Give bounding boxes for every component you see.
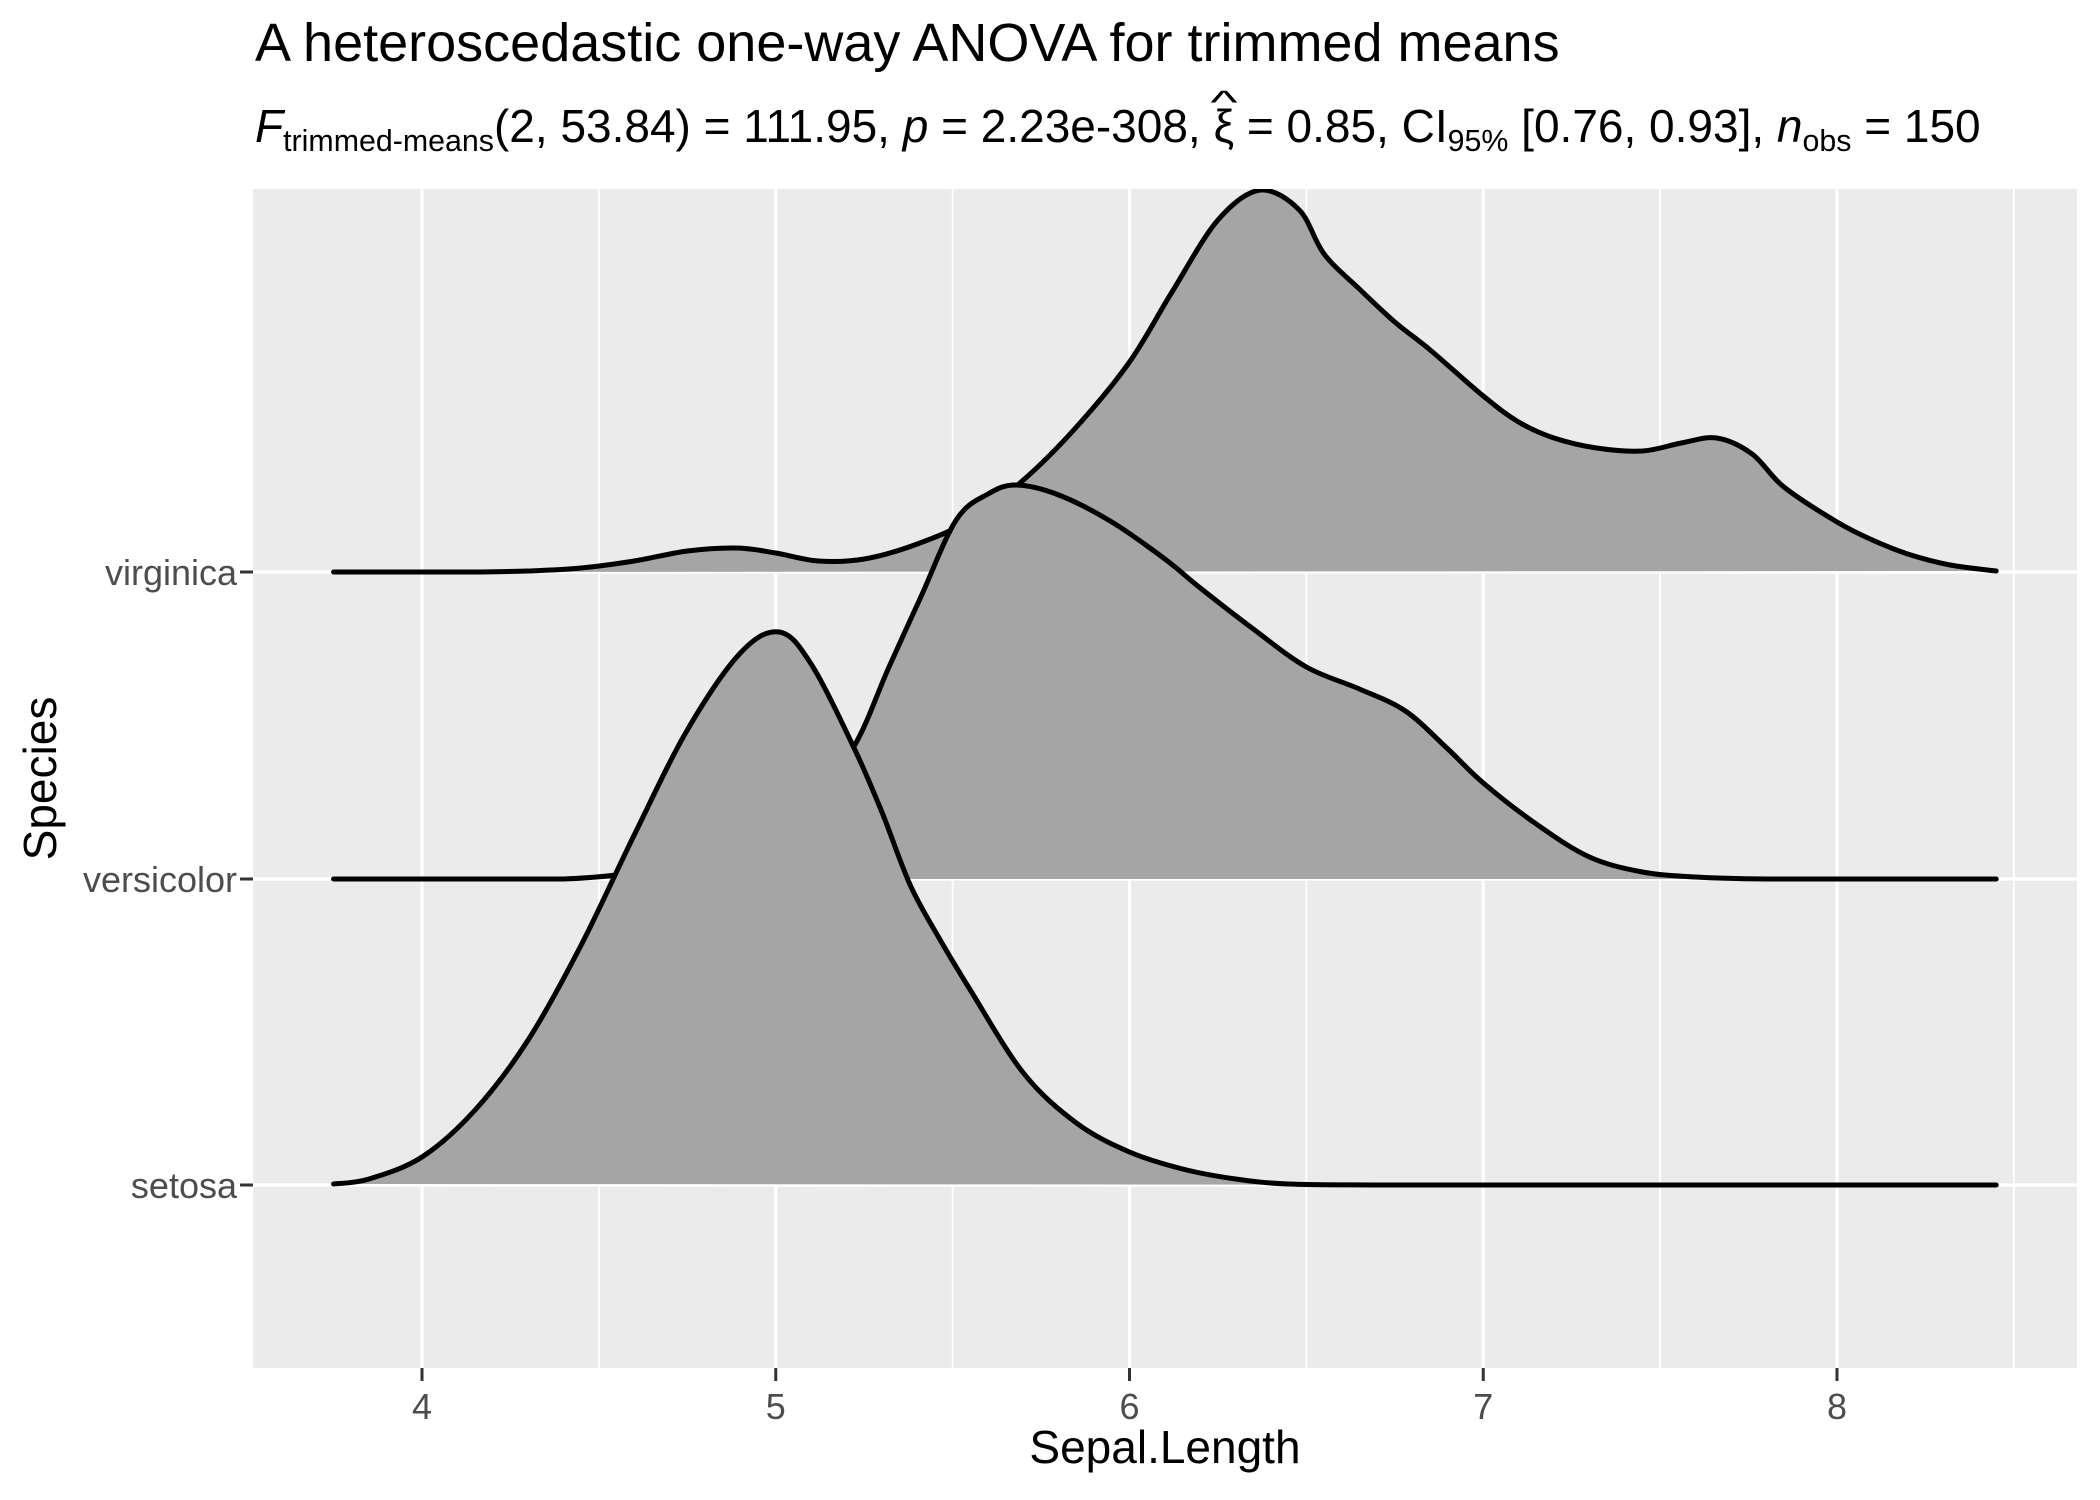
axis-tick-labels: 4 5 6 7 8 virginica versicolor setosa xyxy=(83,552,1847,1427)
y-axis-title: Species xyxy=(14,697,66,861)
x-tick-label: 8 xyxy=(1827,1386,1847,1427)
axis-ticks xyxy=(240,570,1839,1381)
density-ridges xyxy=(331,189,1999,1188)
stats-subtitle: Ftrimmed-means(2, 53.84) = 111.95, p = 2… xyxy=(255,84,1981,159)
density-fill-virginica xyxy=(333,189,1997,572)
x-axis-title: Sepal.Length xyxy=(1029,1421,1300,1473)
x-tick-label: 5 xyxy=(766,1386,786,1427)
p-value-text: = 2.23e-308, xyxy=(928,100,1214,152)
density-outline-setosa xyxy=(331,629,1999,1188)
xi-hat-symbol: ^ ξ xyxy=(1210,84,1237,152)
plot-title: A heteroscedastic one-way ANOVA for trim… xyxy=(255,13,1560,73)
ci-subscript: 95% xyxy=(1447,125,1509,159)
n-symbol: n xyxy=(1776,100,1803,152)
y-tick-label: versicolor xyxy=(83,859,237,900)
F-value-text: (2, 53.84) = 111.95, xyxy=(493,100,903,152)
ci-range-text: [0.76, 0.93], xyxy=(1508,100,1777,152)
hat-accent: ^ xyxy=(1210,83,1238,120)
density-fill-versicolor xyxy=(333,484,1997,879)
y-tick-label: virginica xyxy=(105,552,238,593)
xi-symbol: ξ xyxy=(1213,100,1235,152)
p-symbol: p xyxy=(902,100,929,152)
density-outline-virginica xyxy=(331,189,1999,575)
n-subscript: obs xyxy=(1802,125,1852,159)
n-value-text: = 150 xyxy=(1851,100,1981,152)
xi-value-text: = 0.85, CI xyxy=(1234,100,1448,152)
y-tick-label: setosa xyxy=(131,1165,238,1206)
F-subscript: trimmed-means xyxy=(283,125,494,159)
x-tick-label: 4 xyxy=(412,1386,432,1427)
F-statistic-symbol: F xyxy=(255,100,284,152)
x-tick-label: 7 xyxy=(1473,1386,1493,1427)
x-tick-label: 6 xyxy=(1119,1386,1139,1427)
density-fill-setosa xyxy=(333,631,1997,1185)
